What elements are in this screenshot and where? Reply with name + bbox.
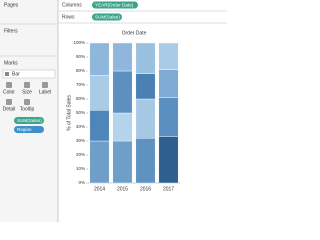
marks-card: Marks [4,60,18,66]
x-tick-label: 2015 [117,186,128,192]
bar-segment [135,73,156,100]
y-tick-label: 20% [76,152,85,157]
columns-pill[interactable] [92,1,138,9]
marks-pill[interactable] [14,126,44,133]
marks-buttons: Color Size Label Detail Tooltip [3,82,51,112]
marks-button-label: Color [3,89,15,95]
marks-button-label: Size [22,89,32,95]
bar-segment [89,74,110,111]
y-tick-label: 80% [76,68,85,73]
columns-pill-text: YEAR(Order Date) [95,2,134,7]
bar-segment [158,42,179,70]
bar-segment [112,42,133,72]
tableau-window: Pages Filters Marks Bar Color Size Label De… [0,0,227,222]
bar-segment [112,112,133,142]
marks-pill[interactable] [14,117,44,124]
rows-pill[interactable] [92,13,122,21]
y-tick-label: 70% [76,82,85,87]
y-tick-label: 100% [73,40,85,45]
bar-segment [135,42,156,74]
y-tick-label: 30% [76,138,85,143]
pages-card: Pages [4,2,19,8]
y-axis-title: % of Total Sales [66,95,72,131]
x-tick-label: 2014 [94,186,105,192]
y-tick-label: 0% [78,180,85,185]
rows-pill-text: SUM(Sales) [95,14,120,19]
marks-pills: SUM(Sales) Region [14,117,44,133]
y-tick-label: 50% [76,110,85,115]
filters-card: Filters [4,28,18,34]
bar-segment [89,109,110,142]
mark-type-dropdown[interactable] [2,69,56,79]
bar-segment [112,70,133,114]
marks-pill-text: Region [17,127,32,132]
bar-segment [158,69,179,98]
left-pane [0,0,58,222]
y-tick-label: 40% [76,124,85,129]
x-tick-label: 2016 [140,186,151,192]
bar-segment [158,136,179,184]
bar-segment [89,42,110,76]
mark-type: Bar [12,71,20,77]
bar-icon [5,72,9,76]
bar-segment [135,137,156,184]
y-tick-label: 90% [76,54,85,59]
marks-button-label: Tooltip [20,106,35,112]
x-tick-label: 2017 [163,186,174,192]
marks-button-label: Label [39,89,51,95]
marks-button-icon[interactable] [24,82,30,88]
marks-button-icon[interactable] [42,82,48,88]
bar-segment [135,98,156,139]
marks-button-icon[interactable] [6,82,12,88]
bar-segment [158,97,179,137]
y-tick-label: 60% [76,96,85,101]
marks-button-icon[interactable] [6,99,12,105]
column-header: Order Date [122,30,147,36]
page: Pages Filters Marks Bar Color Size Label De… [0,0,227,222]
plot: 0% 10% 20% 30% 40% 50% 60% 70% 80% 90% 100% 2014 201… [73,40,180,192]
marks-button-icon[interactable] [24,99,30,105]
marks-button-label: Detail [3,106,16,112]
rows-shelf-label: Rows [62,14,75,20]
columns-shelf-label: Columns [62,2,82,8]
bar-segment [89,140,110,184]
marks-pill-text: SUM(Sales) [17,118,42,123]
bar-segment [112,140,133,184]
y-tick-label: 10% [76,166,85,171]
